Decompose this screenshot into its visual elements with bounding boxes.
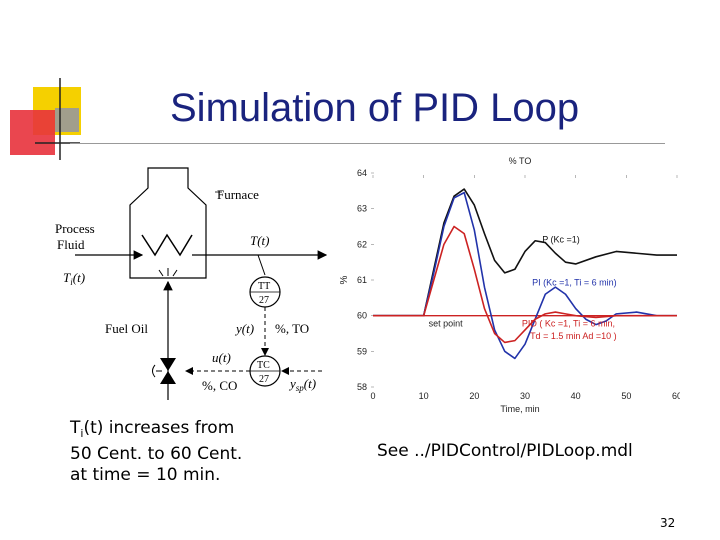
legend-pi: PI (Kc =1, Ti = 6 min) <box>532 277 617 287</box>
fuel-oil-label: Fuel Oil <box>105 321 148 336</box>
tt-number: 27 <box>259 295 269 306</box>
caption-line-2: 50 Cent. to 60 Cent. <box>70 444 243 464</box>
process-diagram: Furnace Process Fluid Ti(t) T(t) TT 27 T… <box>55 167 328 400</box>
legend-pid: PID ( Kc =1, Ti = 6 min, <box>522 318 615 328</box>
process-fluid-label-1: Process <box>55 221 95 236</box>
blue-square <box>55 108 79 132</box>
x-tick-label: 20 <box>469 391 479 401</box>
furnace-label: Furnace <box>217 187 259 202</box>
furnace-outline <box>129 167 207 279</box>
y-axis-label: % <box>339 275 350 284</box>
legend-p: P (Kc =1) <box>542 235 580 245</box>
series-pid-line <box>373 225 677 344</box>
heating-coil <box>141 233 193 257</box>
ti-label: Ti(t) <box>63 270 85 287</box>
tc-number: 27 <box>259 374 269 385</box>
x-tick-label: 40 <box>571 391 581 401</box>
legend-pid-line-2: Td = 1.5 min Ad =10 ) <box>530 331 617 341</box>
caption-line-1: Ti(t) increases from <box>70 418 235 440</box>
red-square <box>10 110 55 155</box>
co-label: %, CO <box>202 378 237 393</box>
setpoint-label: set point <box>429 318 464 328</box>
x-axis-label: Time, min <box>500 404 539 414</box>
slide-title: Simulation of PID Loop <box>170 86 580 130</box>
tc-label: TC <box>257 360 270 371</box>
series-pi-line <box>373 191 677 360</box>
x-tick-label: 50 <box>621 391 631 401</box>
y-tick-label: 58 <box>357 382 367 392</box>
y-label: y(t) <box>234 321 254 336</box>
y-tick-label: 62 <box>357 239 367 249</box>
y-tick-label: 61 <box>357 275 367 285</box>
control-valve-icon <box>160 358 176 384</box>
caption-line-3: at time = 10 min. <box>70 465 221 485</box>
caption: Ti(t) increases from 50 Cent. to 60 Cent… <box>70 418 242 486</box>
page-number: 32 <box>660 516 676 530</box>
model-file-reference: See ../PIDControl/PIDLoop.mdl <box>377 441 633 461</box>
y-tick-label: 64 <box>357 168 367 178</box>
u-label: u(t) <box>212 350 231 365</box>
y-tick-label: 59 <box>357 346 367 356</box>
x-tick-label: 30 <box>520 391 530 401</box>
tt-label: TT <box>258 281 270 292</box>
simulation-chart: 58 59 60 61 62 63 64 0 10 20 30 40 50 60 % TO Time, min… <box>339 156 680 414</box>
chart-title: % TO <box>509 156 532 166</box>
to-label: %, TO <box>275 321 309 336</box>
title-underline <box>70 143 665 144</box>
burner-icon <box>158 268 178 277</box>
ysp-label: ysp(t) <box>288 376 316 393</box>
series-p-line <box>373 188 677 317</box>
process-fluid-label-2: Fluid <box>57 237 85 252</box>
t-label: T(t) <box>250 233 270 248</box>
decorative-corner-graphic <box>10 78 81 160</box>
tt-line <box>257 254 266 276</box>
x-tick-label: 0 <box>370 391 375 401</box>
y-tick-label: 63 <box>357 204 367 214</box>
x-tick-label: 60 <box>672 391 680 401</box>
x-tick-label: 10 <box>419 391 429 401</box>
y-tick-label: 60 <box>357 311 367 321</box>
